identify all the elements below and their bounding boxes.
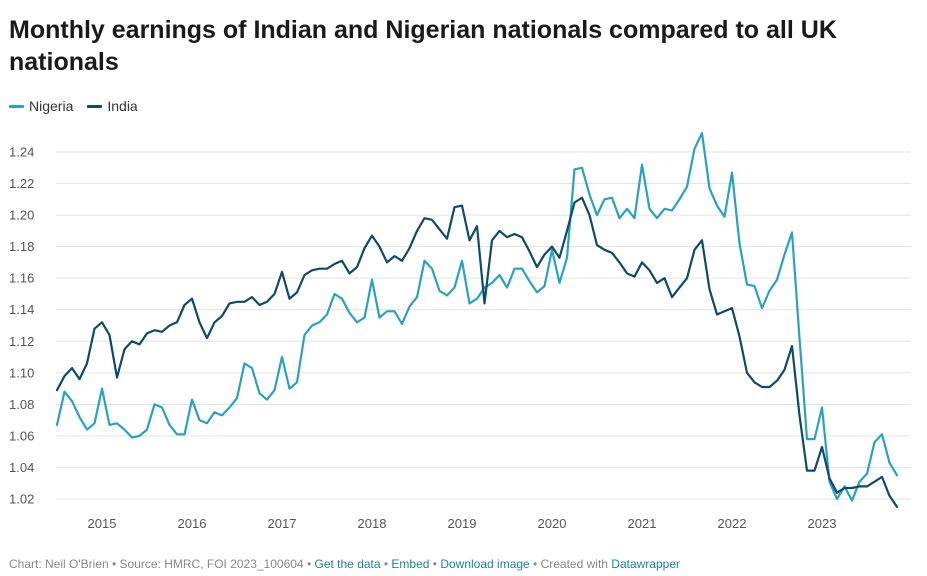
- y-tick-label: 1.10: [9, 365, 34, 380]
- y-tick-label: 1.02: [9, 492, 34, 507]
- y-tick-label: 1.14: [9, 302, 34, 317]
- footer: Chart: Neil O'Brien • Source: HMRC, FOI …: [9, 557, 680, 571]
- x-tick-label: 2018: [358, 516, 387, 531]
- datawrapper-link[interactable]: Datawrapper: [611, 557, 680, 571]
- y-tick-label: 1.24: [9, 145, 34, 160]
- y-tick-label: 1.20: [9, 208, 34, 223]
- x-tick-label: 2023: [808, 516, 837, 531]
- legend-item-india[interactable]: India: [87, 98, 138, 114]
- get-the-data-link[interactable]: Get the data: [314, 557, 381, 571]
- series-line-india: [55, 196, 899, 508]
- series-line-nigeria: [55, 132, 899, 502]
- x-tick-label: 2021: [628, 516, 657, 531]
- x-tick-label: 2016: [178, 516, 207, 531]
- legend: Nigeria India: [9, 98, 138, 114]
- x-tick-label: 2022: [718, 516, 747, 531]
- legend-swatch-nigeria: [9, 104, 24, 108]
- footer-credit: Chart: Neil O'Brien • Source: HMRC, FOI …: [9, 557, 315, 571]
- legend-item-nigeria[interactable]: Nigeria: [9, 98, 73, 114]
- download-image-link[interactable]: Download image: [440, 557, 530, 571]
- footer-separator: •: [380, 557, 392, 571]
- legend-label-nigeria: Nigeria: [29, 98, 74, 114]
- legend-swatch-india: [87, 104, 103, 108]
- embed-link[interactable]: Embed: [391, 557, 430, 571]
- y-tick-label: 1.12: [9, 334, 34, 349]
- chart-title: Monthly earnings of Indian and Nigerian …: [9, 16, 837, 76]
- y-tick-label: 1.08: [9, 397, 34, 412]
- y-tick-label: 1.16: [9, 271, 34, 286]
- x-tick-label: 2017: [268, 516, 297, 531]
- x-tick-label: 2015: [88, 516, 117, 531]
- y-tick-label: 1.06: [9, 428, 34, 443]
- x-tick-label: 2019: [448, 516, 477, 531]
- x-tick-label: 2020: [538, 516, 567, 531]
- footer-created-with: • Created with: [529, 557, 612, 571]
- y-tick-label: 1.04: [9, 460, 34, 475]
- y-tick-label: 1.22: [9, 176, 34, 191]
- y-tick-label: 1.18: [9, 239, 34, 254]
- footer-separator: •: [429, 557, 441, 571]
- legend-label-india: India: [107, 98, 138, 114]
